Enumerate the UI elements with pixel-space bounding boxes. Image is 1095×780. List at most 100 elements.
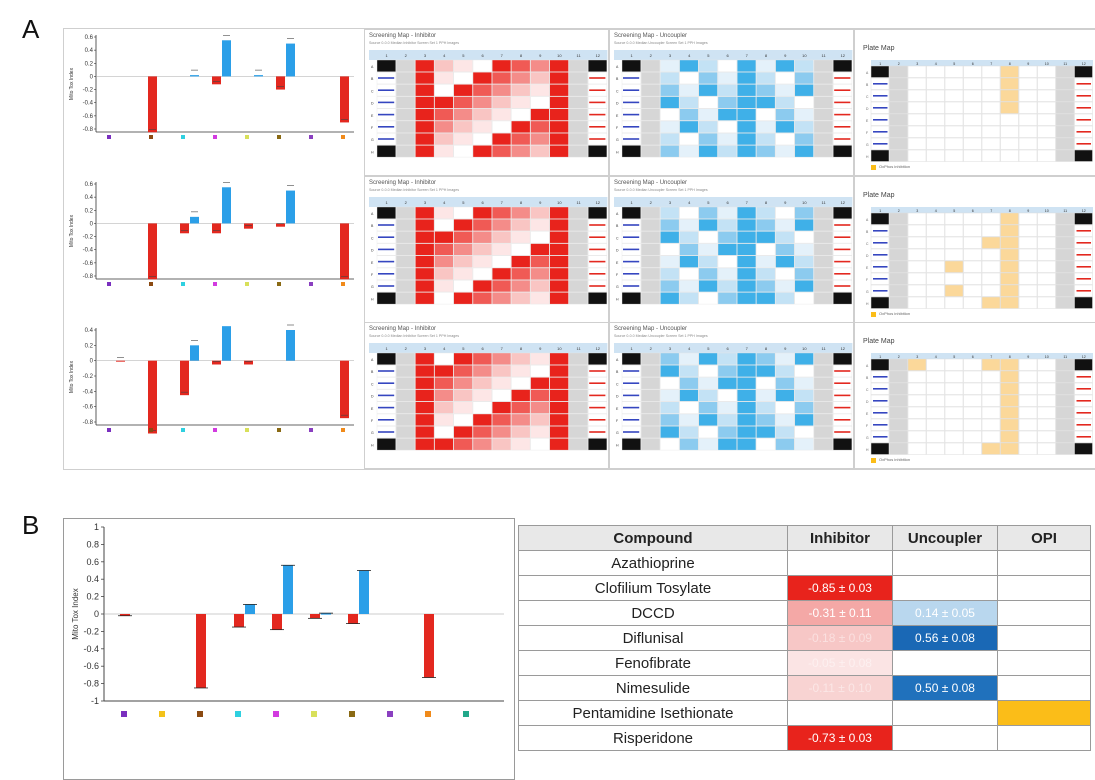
- grid-cell: [511, 401, 531, 414]
- plate-cell: [870, 358, 890, 371]
- chart-b-x-marker: [463, 711, 469, 717]
- mini-tick-label: -0.8: [83, 274, 94, 280]
- grid-cell: [472, 365, 492, 378]
- plate-cell: [981, 149, 1001, 162]
- grid-ctrl-line: [378, 89, 395, 91]
- grid-row-label: C: [616, 236, 619, 240]
- mini-x-marker: [309, 135, 313, 139]
- chart-b-tick-label: 0.4: [86, 574, 99, 584]
- grid-cell: [434, 279, 454, 293]
- plate-cell: [1018, 382, 1038, 395]
- plate-cell: [1055, 296, 1075, 309]
- grid-cell: [775, 267, 795, 280]
- plate-col-label: 2: [898, 355, 900, 359]
- plate-cell: [926, 125, 945, 138]
- grid-cell: [660, 267, 680, 280]
- chart-b-bar-inhibitor: [120, 614, 130, 616]
- grid-row-label: A: [616, 65, 619, 69]
- plate-cell: [1000, 382, 1019, 395]
- plate-cell: [889, 260, 908, 273]
- plate-legend-label: OxPhos inhibition: [879, 311, 911, 316]
- grid-cell: [453, 267, 473, 280]
- plate-cell: [889, 65, 908, 78]
- grid-cell: [717, 292, 737, 305]
- grid-cell: [775, 72, 795, 85]
- grid-cell: [396, 59, 416, 72]
- plate-ctrl-line: [1076, 143, 1091, 145]
- grid-cell: [813, 59, 833, 72]
- screening-map-inhibitor: Screening Map - Inhibitor Source 0-0.0 Me…: [364, 29, 609, 176]
- chart-b-x-marker: [311, 711, 317, 717]
- plate-cell: [963, 113, 982, 126]
- grid-cell: [376, 206, 396, 219]
- grid-cell: [775, 365, 795, 378]
- plate-cell: [1074, 212, 1093, 225]
- plate-cell: [1055, 418, 1075, 431]
- grid-cell: [530, 231, 550, 244]
- grid-cell: [396, 120, 416, 133]
- plate-cell: [889, 272, 908, 285]
- grid-ctrl-line: [834, 248, 851, 251]
- grid-cell: [756, 72, 776, 85]
- plate-legend-swatch: [871, 312, 876, 317]
- grid-cell: [453, 425, 473, 439]
- plate-col-label: 11: [1063, 62, 1067, 66]
- grid-row-label: B: [371, 370, 374, 374]
- grid-row-label: F: [616, 419, 618, 423]
- grid-row-label: A: [371, 358, 374, 362]
- mini-x-marker: [245, 428, 249, 432]
- grid-cell: [813, 243, 833, 256]
- grid-cell: [530, 132, 550, 146]
- plate-cell: [981, 394, 1001, 407]
- grid-cell: [511, 267, 531, 280]
- grid-cell: [511, 377, 531, 390]
- plate-cell: [1000, 236, 1019, 249]
- plate-cell: [1055, 394, 1075, 407]
- grid-cell: [491, 231, 512, 244]
- grid-cell: [549, 292, 569, 305]
- plate-ctrl-line: [873, 278, 888, 280]
- plate-cell: [1037, 370, 1056, 383]
- grid-cell: [756, 389, 776, 402]
- grid-cell: [530, 219, 550, 232]
- mini-tick-label: 0: [90, 74, 94, 80]
- plate-cell: [981, 248, 1001, 261]
- grid-cell: [434, 377, 454, 390]
- grid-cell: [396, 377, 416, 390]
- grid-row-label: A: [616, 358, 619, 362]
- plate-cell: [926, 77, 945, 90]
- grid-row-label: B: [371, 224, 374, 228]
- plate-cell: [1055, 149, 1075, 162]
- plate-ctrl-line: [1076, 254, 1091, 256]
- plate-cell: [981, 260, 1001, 273]
- mini-bar-inhibitor: [276, 76, 285, 90]
- plate-cell: [926, 442, 945, 455]
- grid-cell: [794, 255, 814, 268]
- grid-cell: [568, 292, 588, 305]
- mini-bar-uncoupler: [286, 190, 295, 224]
- opi-cell: [997, 600, 1091, 626]
- grid-col-label: 1: [385, 200, 388, 205]
- plate-cell: [926, 430, 945, 443]
- plate-row-label: B: [866, 83, 869, 87]
- grid-cell: [511, 59, 531, 72]
- mini-bar-inhibitor: [148, 76, 157, 133]
- grid-cell: [453, 389, 473, 402]
- grid-cell: [434, 352, 454, 365]
- grid-cell: [698, 267, 718, 280]
- screening-map-subtitle: Source 0-0.0 Median Uncoupler Screen Set…: [614, 334, 708, 338]
- grid-ctrl-line: [623, 419, 640, 421]
- plate-cell: [981, 406, 1001, 419]
- grid-cell: [756, 132, 776, 146]
- screening-map-uncoupler: Screening Map - Uncoupler Source 0-0.0 Me…: [609, 29, 854, 176]
- plate-cell: [1018, 137, 1038, 150]
- grid-cell: [794, 401, 814, 414]
- plate-cell: [1018, 101, 1038, 114]
- plate-cell: [907, 224, 927, 237]
- grid-cell: [453, 72, 473, 85]
- mini-x-marker: [181, 282, 185, 286]
- plate-cell: [981, 358, 1001, 371]
- plate-cell: [1037, 382, 1056, 395]
- grid-cell: [660, 279, 680, 293]
